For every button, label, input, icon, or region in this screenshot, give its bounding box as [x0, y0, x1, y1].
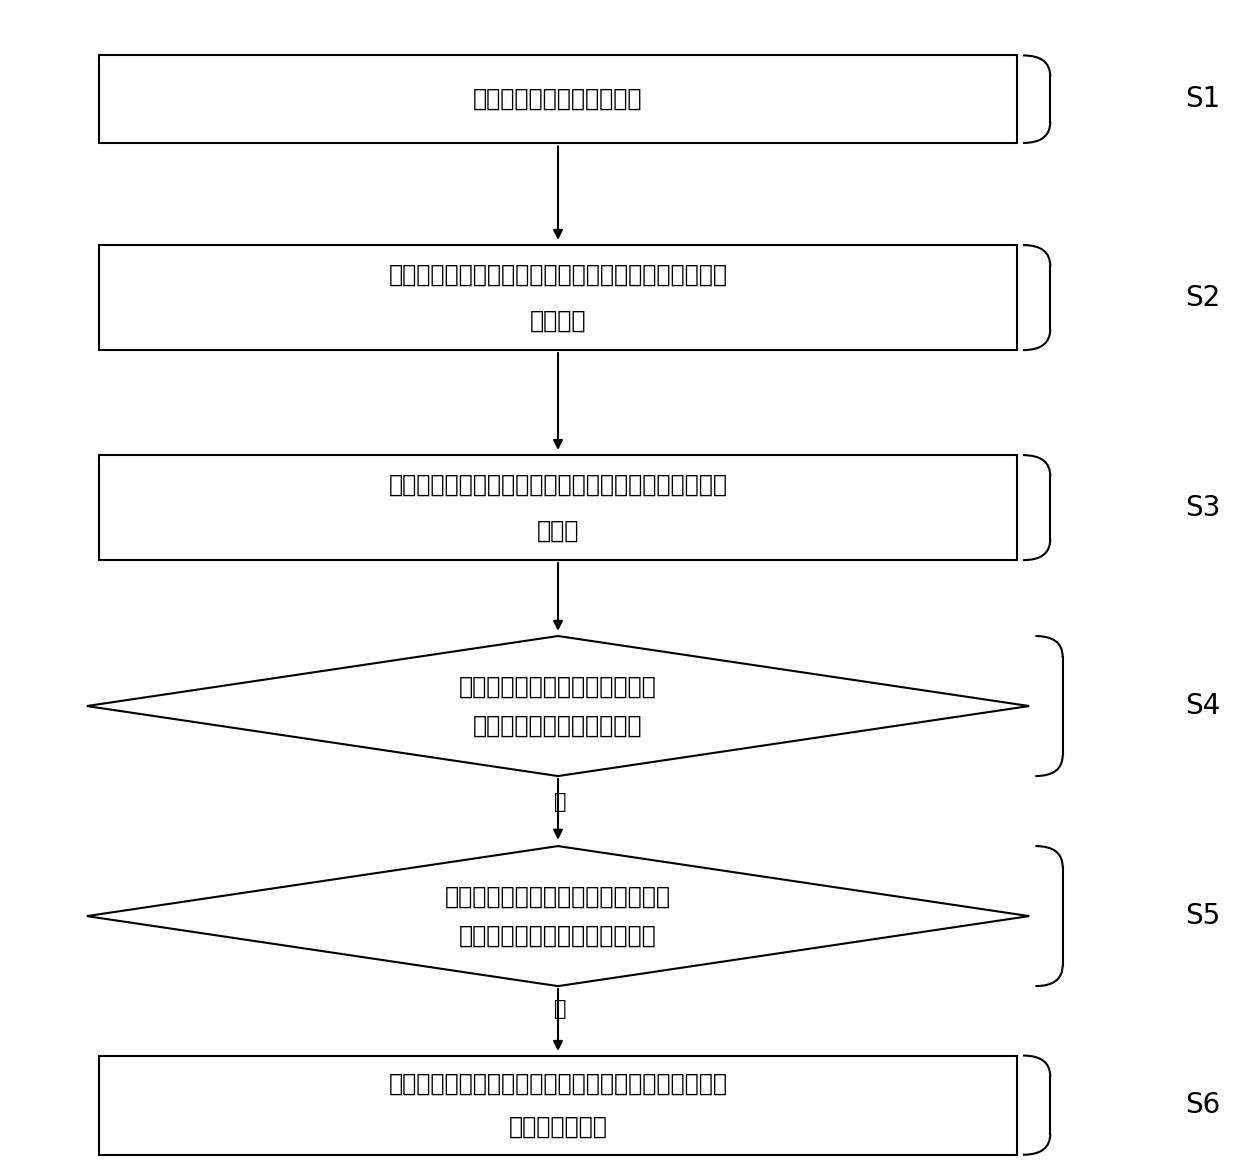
- Bar: [99, 1055, 1017, 1155]
- Polygon shape: [87, 636, 1029, 776]
- Text: 阈值判定是否存在火灾烟雾: 阈值判定是否存在火灾烟雾: [474, 714, 642, 738]
- Text: S4: S4: [1185, 692, 1220, 720]
- Bar: [99, 245, 1017, 350]
- Text: S5: S5: [1185, 902, 1220, 930]
- Text: 判断两个烟雾形状区域重心重合，发出火灾预警信号和: 判断两个烟雾形状区域重心重合，发出火灾预警信号和: [388, 1071, 728, 1096]
- Polygon shape: [87, 846, 1029, 986]
- Text: S6: S6: [1185, 1091, 1220, 1119]
- Text: 度分布图: 度分布图: [529, 309, 587, 333]
- Text: 是: 是: [554, 791, 567, 812]
- Text: 火灾源位置信息: 火灾源位置信息: [508, 1114, 608, 1139]
- Text: S2: S2: [1185, 284, 1220, 312]
- Text: 是: 是: [554, 999, 567, 1020]
- Text: 周期获取隧道内的红外图像: 周期获取隧道内的红外图像: [474, 88, 642, 111]
- Bar: [99, 455, 1017, 560]
- Text: 将红外图像的灰度值转化成温度值，获取红外图像的温: 将红外图像的灰度值转化成温度值，获取红外图像的温: [388, 263, 728, 286]
- Text: 从温度分布图中提取形状特征，获取相邻两帧图像的烟: 从温度分布图中提取形状特征，获取相邻两帧图像的烟: [388, 473, 728, 496]
- Text: 计算两个烟雾形状区域重心判定两个: 计算两个烟雾形状区域重心判定两个: [445, 885, 671, 908]
- Text: 重心的相离度是否小于预设阈值: 重心的相离度是否小于预设阈值: [459, 924, 657, 948]
- Text: 雾形状: 雾形状: [537, 519, 579, 543]
- Text: S1: S1: [1185, 85, 1220, 113]
- Text: S3: S3: [1185, 494, 1220, 522]
- Text: 根据预先设置的烟雾形状变化的: 根据预先设置的烟雾形状变化的: [459, 675, 657, 698]
- Bar: [99, 56, 1017, 142]
